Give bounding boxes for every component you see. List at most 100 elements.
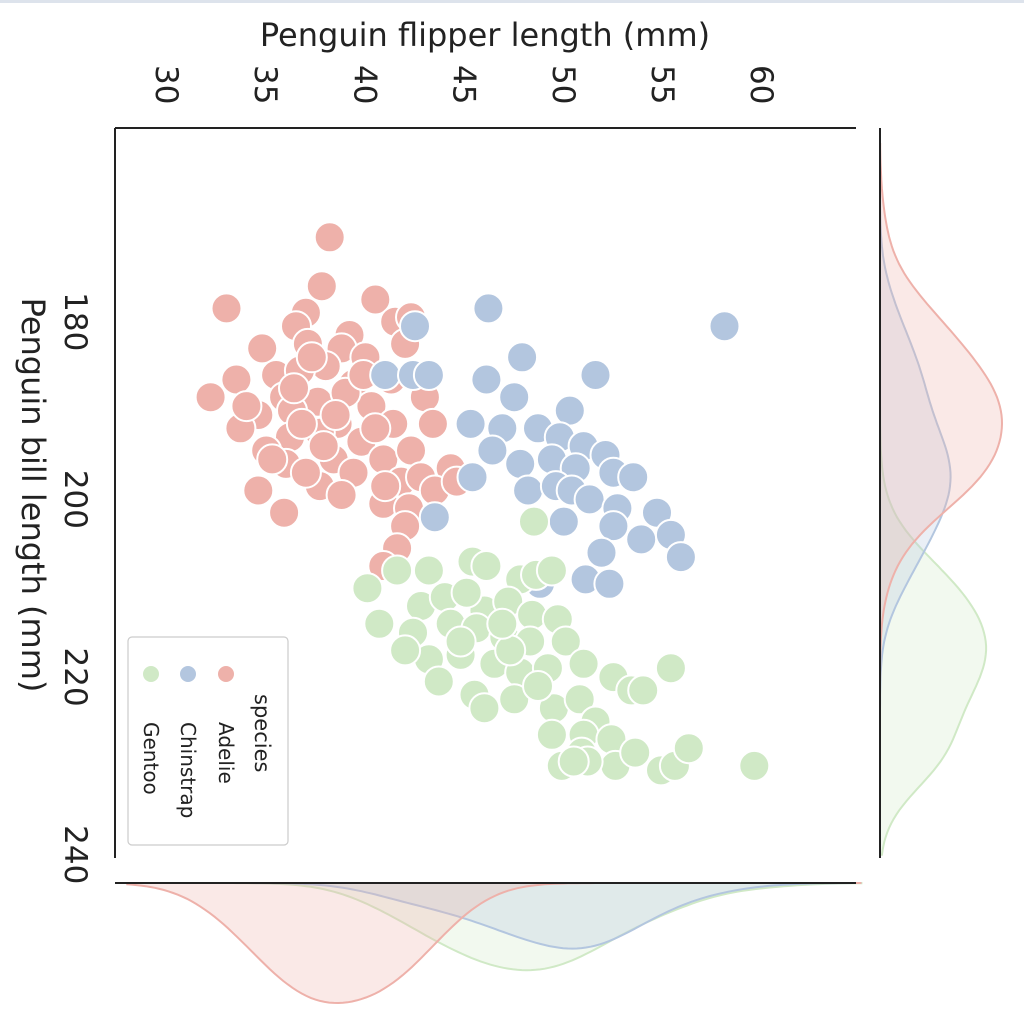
- y-tick-label: 200: [57, 470, 93, 529]
- legend-label-chinstrap: Chinstrap: [176, 722, 200, 818]
- point-chinstrap: [472, 292, 505, 325]
- point-chinstrap: [593, 567, 626, 600]
- x-tick-label: 30: [148, 65, 184, 104]
- point-gentoo: [518, 505, 550, 538]
- y-tick-label: 240: [57, 825, 93, 884]
- point-adelie: [307, 430, 340, 463]
- point-gentoo: [567, 647, 600, 680]
- point-gentoo: [468, 692, 501, 725]
- right-marginal-density: [879, 143, 1004, 856]
- point-chinstrap: [498, 381, 531, 414]
- point-gentoo: [619, 736, 652, 769]
- legend: species Adelie Chinstrap Gentoo: [127, 636, 289, 846]
- x-axis-title: Penguin flipper length (mm): [260, 16, 710, 54]
- point-chinstrap: [456, 461, 489, 494]
- point-adelie: [242, 474, 275, 507]
- point-chinstrap: [573, 483, 606, 516]
- point-adelie: [289, 456, 322, 489]
- point-adelie: [295, 341, 328, 374]
- y-tick-labels: 180 200 220 240: [57, 292, 93, 884]
- point-chinstrap: [708, 310, 741, 343]
- point-adelie: [230, 390, 263, 423]
- point-adelie: [220, 363, 253, 396]
- point-gentoo: [444, 625, 477, 658]
- point-adelie: [416, 407, 449, 440]
- legend-marker-adelie: [218, 666, 234, 682]
- point-gentoo: [672, 732, 705, 765]
- y-tick-label: 220: [57, 647, 93, 706]
- point-adelie: [256, 443, 289, 476]
- point-chinstrap: [553, 394, 586, 427]
- point-gentoo: [557, 745, 590, 778]
- point-chinstrap: [625, 523, 658, 556]
- point-chinstrap: [547, 505, 580, 538]
- point-adelie: [268, 496, 301, 529]
- point-adelie: [305, 270, 338, 303]
- point-gentoo: [381, 554, 414, 587]
- legend-label-adelie: Adelie: [214, 722, 238, 784]
- point-gentoo: [535, 554, 568, 587]
- point-gentoo: [494, 634, 527, 667]
- point-adelie: [359, 412, 392, 445]
- point-chinstrap: [664, 541, 697, 574]
- point-gentoo: [522, 670, 554, 702]
- point-adelie: [395, 434, 427, 467]
- point-adelie: [285, 407, 318, 440]
- point-gentoo: [422, 665, 455, 698]
- y-axis-title: Penguin bill length (mm): [14, 298, 52, 693]
- x-tick-label: 40: [346, 65, 382, 104]
- point-chinstrap: [512, 474, 545, 507]
- x-tick-label: 45: [446, 65, 482, 104]
- point-gentoo: [470, 550, 503, 582]
- window-top-border: [0, 0, 1024, 3]
- x-tick-label: 35: [247, 65, 283, 104]
- legend-frame: [127, 636, 289, 846]
- point-gentoo: [549, 625, 582, 658]
- point-chinstrap: [506, 341, 539, 374]
- point-gentoo: [563, 683, 596, 716]
- point-gentoo: [450, 576, 483, 609]
- point-adelie: [319, 399, 352, 431]
- point-adelie: [313, 221, 346, 254]
- point-adelie: [194, 381, 227, 414]
- point-chinstrap: [470, 363, 503, 396]
- legend-marker-gentoo: [143, 666, 159, 682]
- point-chinstrap: [369, 359, 402, 391]
- x-tick-labels: 30 35 40 45 50 55 60: [148, 65, 779, 104]
- point-gentoo: [738, 749, 771, 782]
- point-gentoo: [412, 554, 445, 587]
- bottom-marginal-density: [126, 882, 863, 1005]
- x-tick-label: 55: [644, 65, 680, 104]
- legend-title: species: [250, 694, 274, 772]
- point-chinstrap: [597, 510, 630, 543]
- point-gentoo: [363, 607, 396, 640]
- x-tick-label: 60: [743, 65, 779, 104]
- x-tick-label: 50: [545, 65, 581, 104]
- point-gentoo: [389, 634, 422, 667]
- point-chinstrap: [504, 447, 537, 480]
- point-gentoo: [486, 607, 519, 640]
- point-gentoo: [654, 652, 687, 685]
- point-adelie: [278, 372, 310, 405]
- point-gentoo: [535, 718, 568, 751]
- point-adelie: [359, 283, 392, 316]
- point-adelie: [369, 470, 402, 503]
- point-chinstrap: [617, 461, 650, 494]
- point-chinstrap: [476, 434, 509, 467]
- point-gentoo: [627, 674, 660, 707]
- point-adelie: [325, 479, 358, 511]
- point-gentoo: [351, 572, 384, 605]
- point-adelie: [210, 292, 243, 325]
- scatter-points: [194, 221, 771, 787]
- point-adelie: [246, 332, 279, 365]
- point-chinstrap: [454, 407, 487, 440]
- legend-marker-chinstrap: [180, 666, 196, 682]
- point-chinstrap: [412, 359, 445, 391]
- point-chinstrap: [579, 359, 612, 391]
- y-tick-label: 180: [57, 292, 93, 351]
- point-chinstrap: [585, 536, 618, 569]
- point-chinstrap: [399, 310, 431, 343]
- point-chinstrap: [418, 501, 451, 534]
